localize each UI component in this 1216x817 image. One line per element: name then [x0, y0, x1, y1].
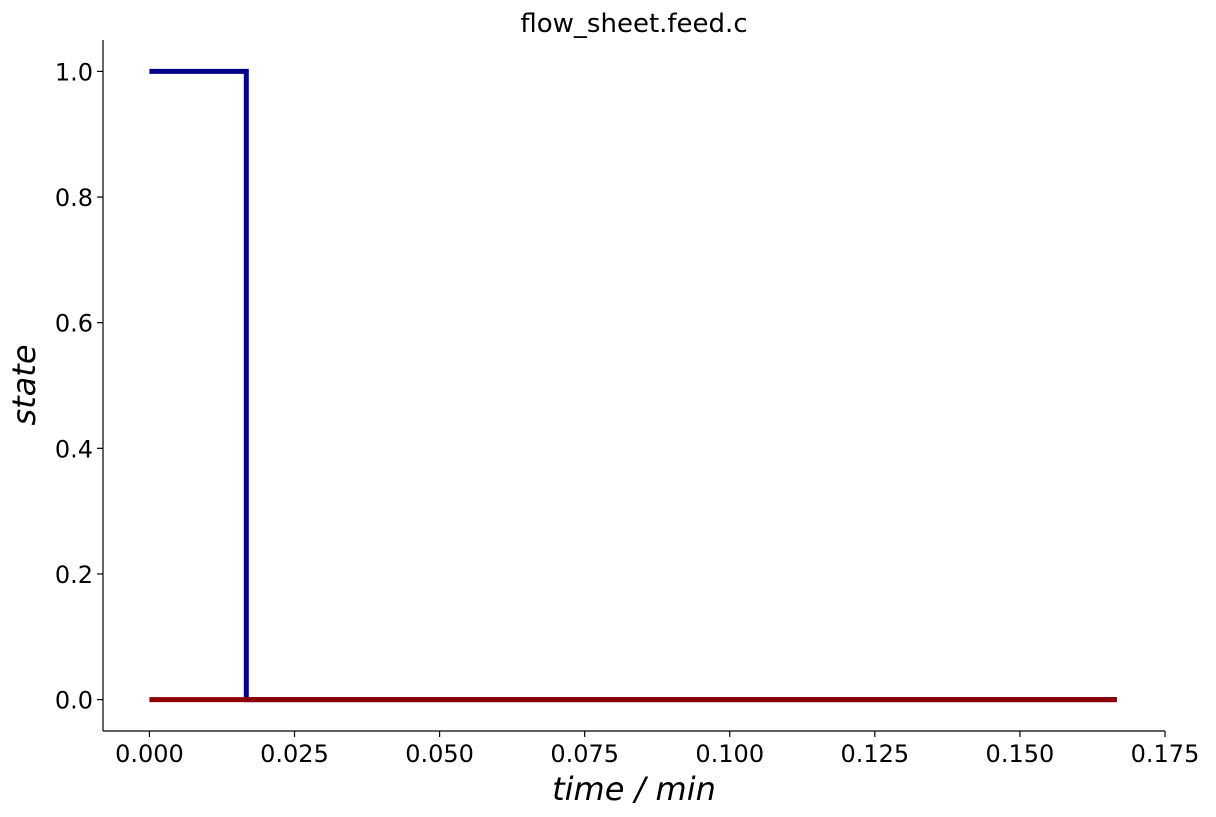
x-axis-label: time / min	[552, 770, 716, 808]
y-ticks: 0.0 0.2 0.4 0.6 0.8 1.0	[55, 58, 103, 715]
x-tick-label: 0.075	[550, 740, 619, 768]
series-layer	[149, 68, 1117, 703]
y-tick-label: 0.0	[55, 687, 93, 715]
y-axis-label: state	[5, 344, 43, 425]
y-tick-label: 0.6	[55, 310, 93, 338]
x-tick-label: 0.125	[840, 740, 909, 768]
x-tick-label: 0.025	[260, 740, 329, 768]
x-tick-label: 0.150	[986, 740, 1055, 768]
y-tick-label: 0.4	[55, 435, 93, 463]
y-tick-label: 0.8	[55, 184, 93, 212]
axes-layer	[102, 40, 1165, 732]
x-tick-label: 0.175	[1131, 740, 1200, 768]
series-line-1	[149, 68, 1117, 703]
x-tick-label: 0.100	[695, 740, 764, 768]
y-tick-label: 1.0	[55, 58, 93, 86]
x-ticks: 0.000 0.025 0.050 0.075 0.100 0.125 0.150 0.175	[115, 731, 1199, 768]
x-tick-label: 0.050	[405, 740, 474, 768]
chart-title: flow_sheet.feed.c	[520, 9, 747, 39]
y-tick-label: 0.2	[55, 561, 93, 589]
x-tick-label: 0.000	[115, 740, 184, 768]
